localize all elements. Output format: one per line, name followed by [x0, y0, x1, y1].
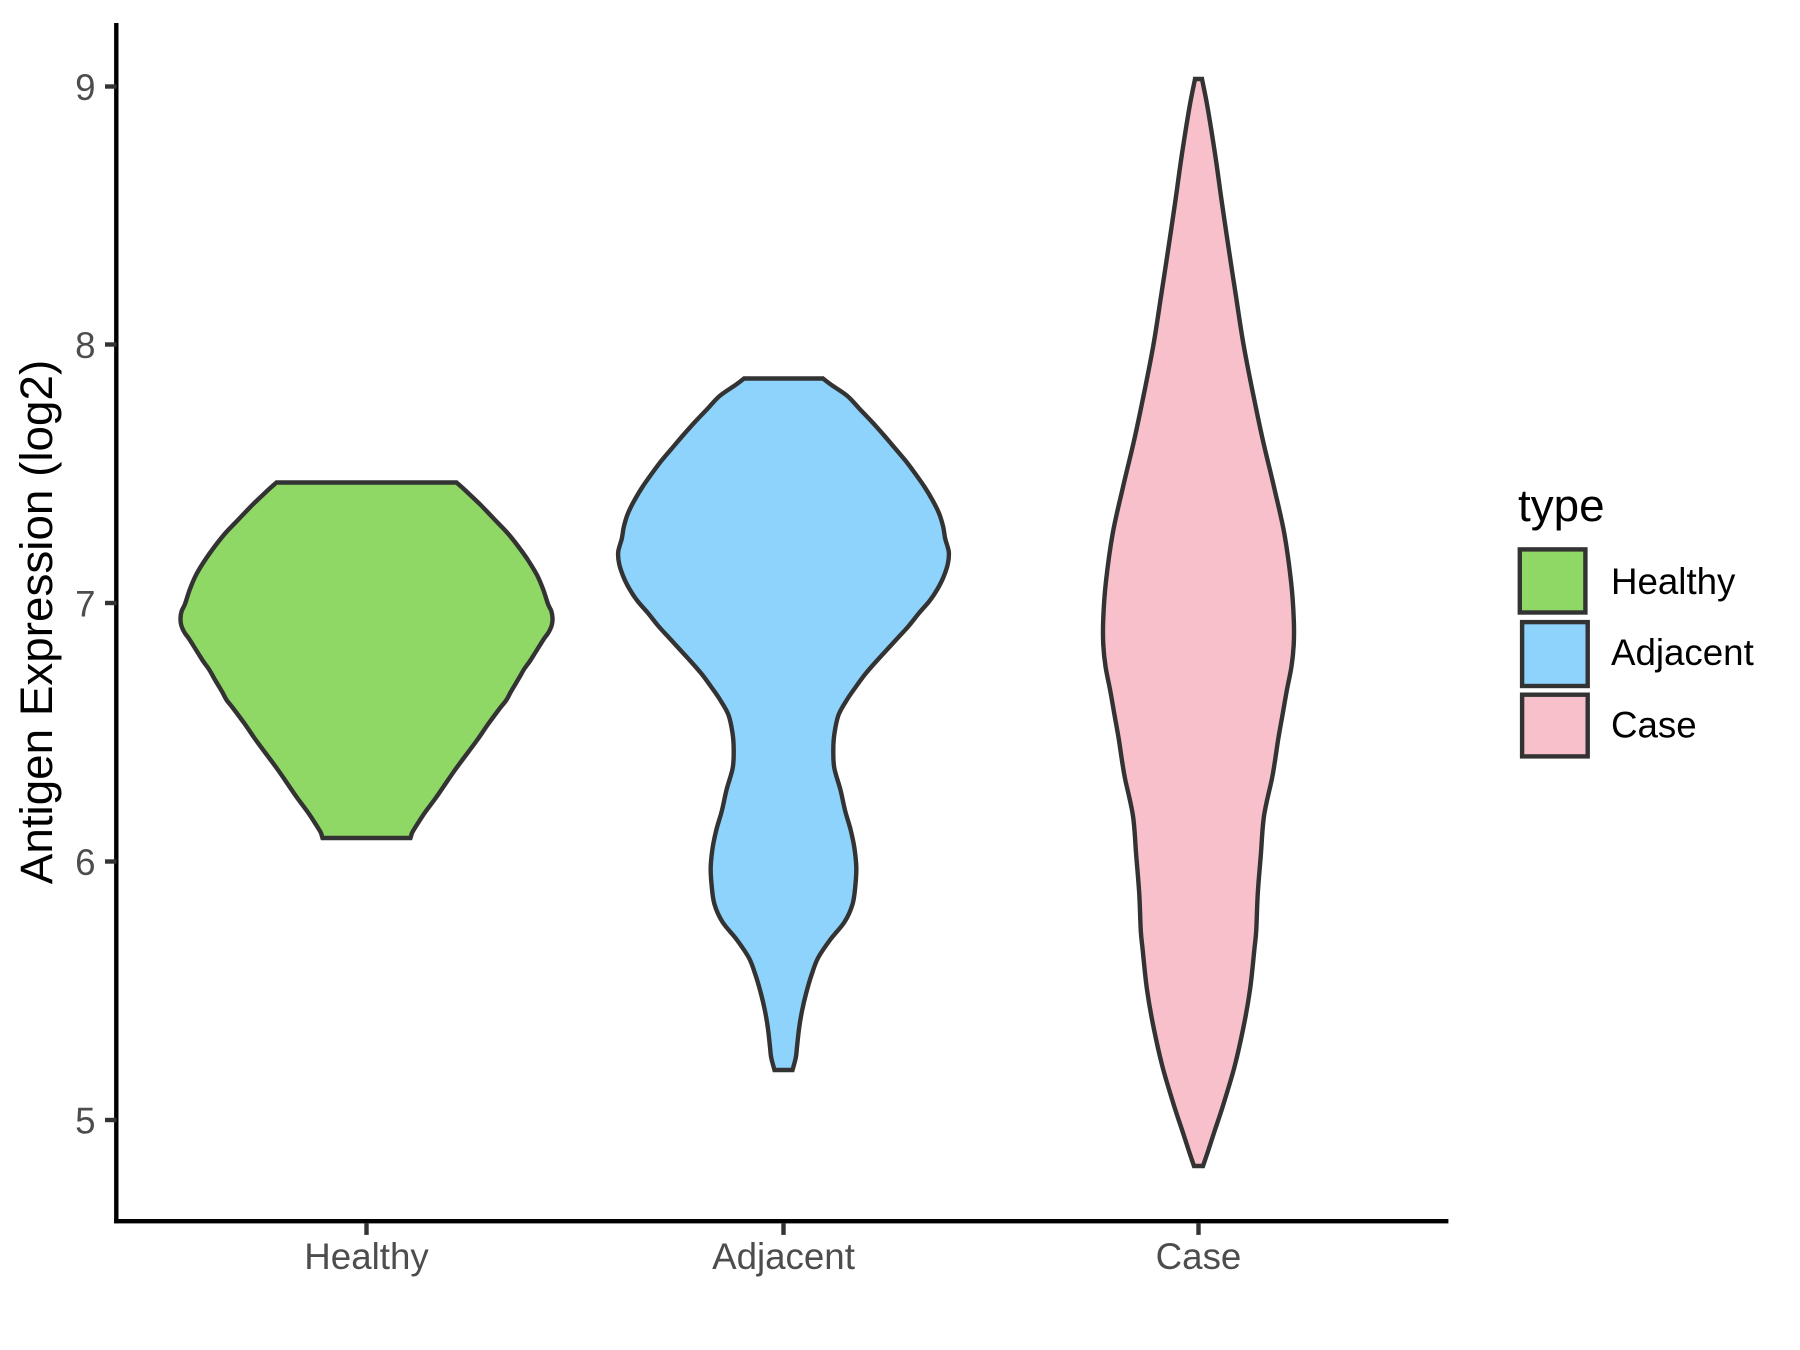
svg-text:Case: Case — [1611, 705, 1697, 746]
svg-text:5: 5 — [75, 1101, 95, 1142]
svg-text:Adjacent: Adjacent — [1611, 632, 1754, 673]
svg-text:Case: Case — [1156, 1236, 1242, 1277]
svg-text:Healthy: Healthy — [304, 1236, 429, 1277]
svg-text:9: 9 — [75, 67, 95, 108]
svg-text:type: type — [1518, 480, 1605, 531]
svg-text:Adjacent: Adjacent — [712, 1236, 855, 1277]
svg-text:6: 6 — [75, 842, 95, 883]
svg-text:Healthy: Healthy — [1611, 561, 1736, 602]
svg-text:Antigen Expression (log2): Antigen Expression (log2) — [11, 360, 62, 884]
svg-text:8: 8 — [75, 325, 95, 366]
svg-text:7: 7 — [75, 584, 95, 625]
